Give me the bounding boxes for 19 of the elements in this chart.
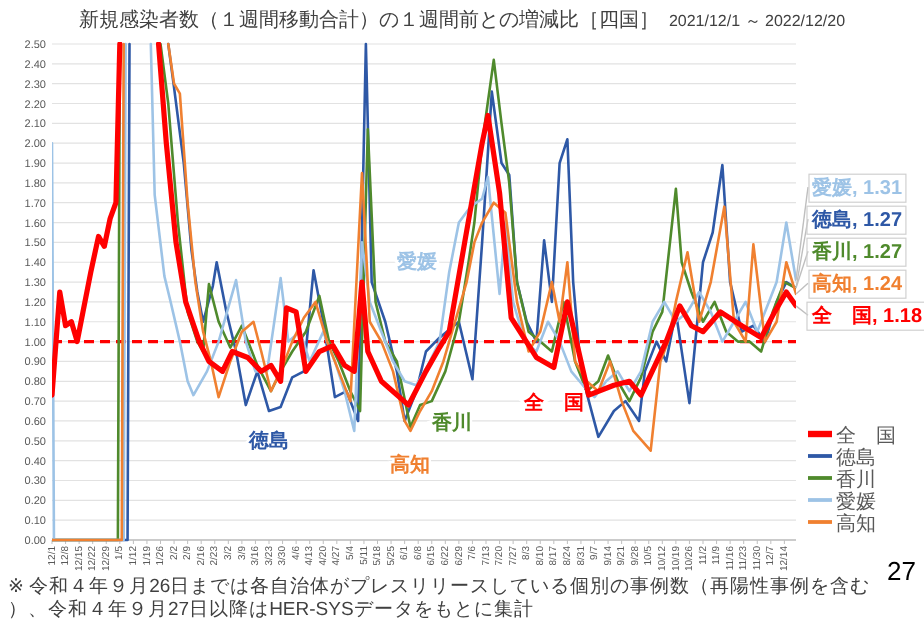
annotation: 全 国	[521, 391, 584, 416]
annotation: 全 国, 1.18	[810, 304, 923, 329]
legend-label: 全 国	[836, 424, 896, 448]
text: 27	[887, 556, 916, 586]
annotation: 愛媛	[397, 250, 438, 275]
legend-label: 愛媛	[836, 490, 876, 514]
legend-label: 香川	[836, 468, 876, 492]
chart-subtitle: 2021/12/1 ～ 2022/12/20	[668, 12, 847, 30]
annotation: 香川, 1.27	[810, 240, 903, 265]
legend-label: 高知	[836, 512, 876, 536]
annotation: 愛媛, 1.31	[812, 176, 903, 201]
chart-title: 新規感染者数（１週間移動合計）の１週間前との増減比［四国］	[78, 8, 659, 32]
annotation: 香川	[430, 411, 473, 436]
text: ※ 令和４年９月26日までは各自治体がプレスリリースしている個別の事例数（再陽性事例を含む）、令和４年９月27日以降はHER-SYSデータをもとに集計	[8, 574, 871, 621]
annotation: 徳島, 1.27	[810, 208, 903, 233]
legend-label: 徳島	[836, 446, 876, 470]
annotation: 高知, 1.24	[812, 272, 903, 297]
annotation: 徳島	[247, 429, 289, 454]
annotation: 高知	[390, 452, 431, 477]
